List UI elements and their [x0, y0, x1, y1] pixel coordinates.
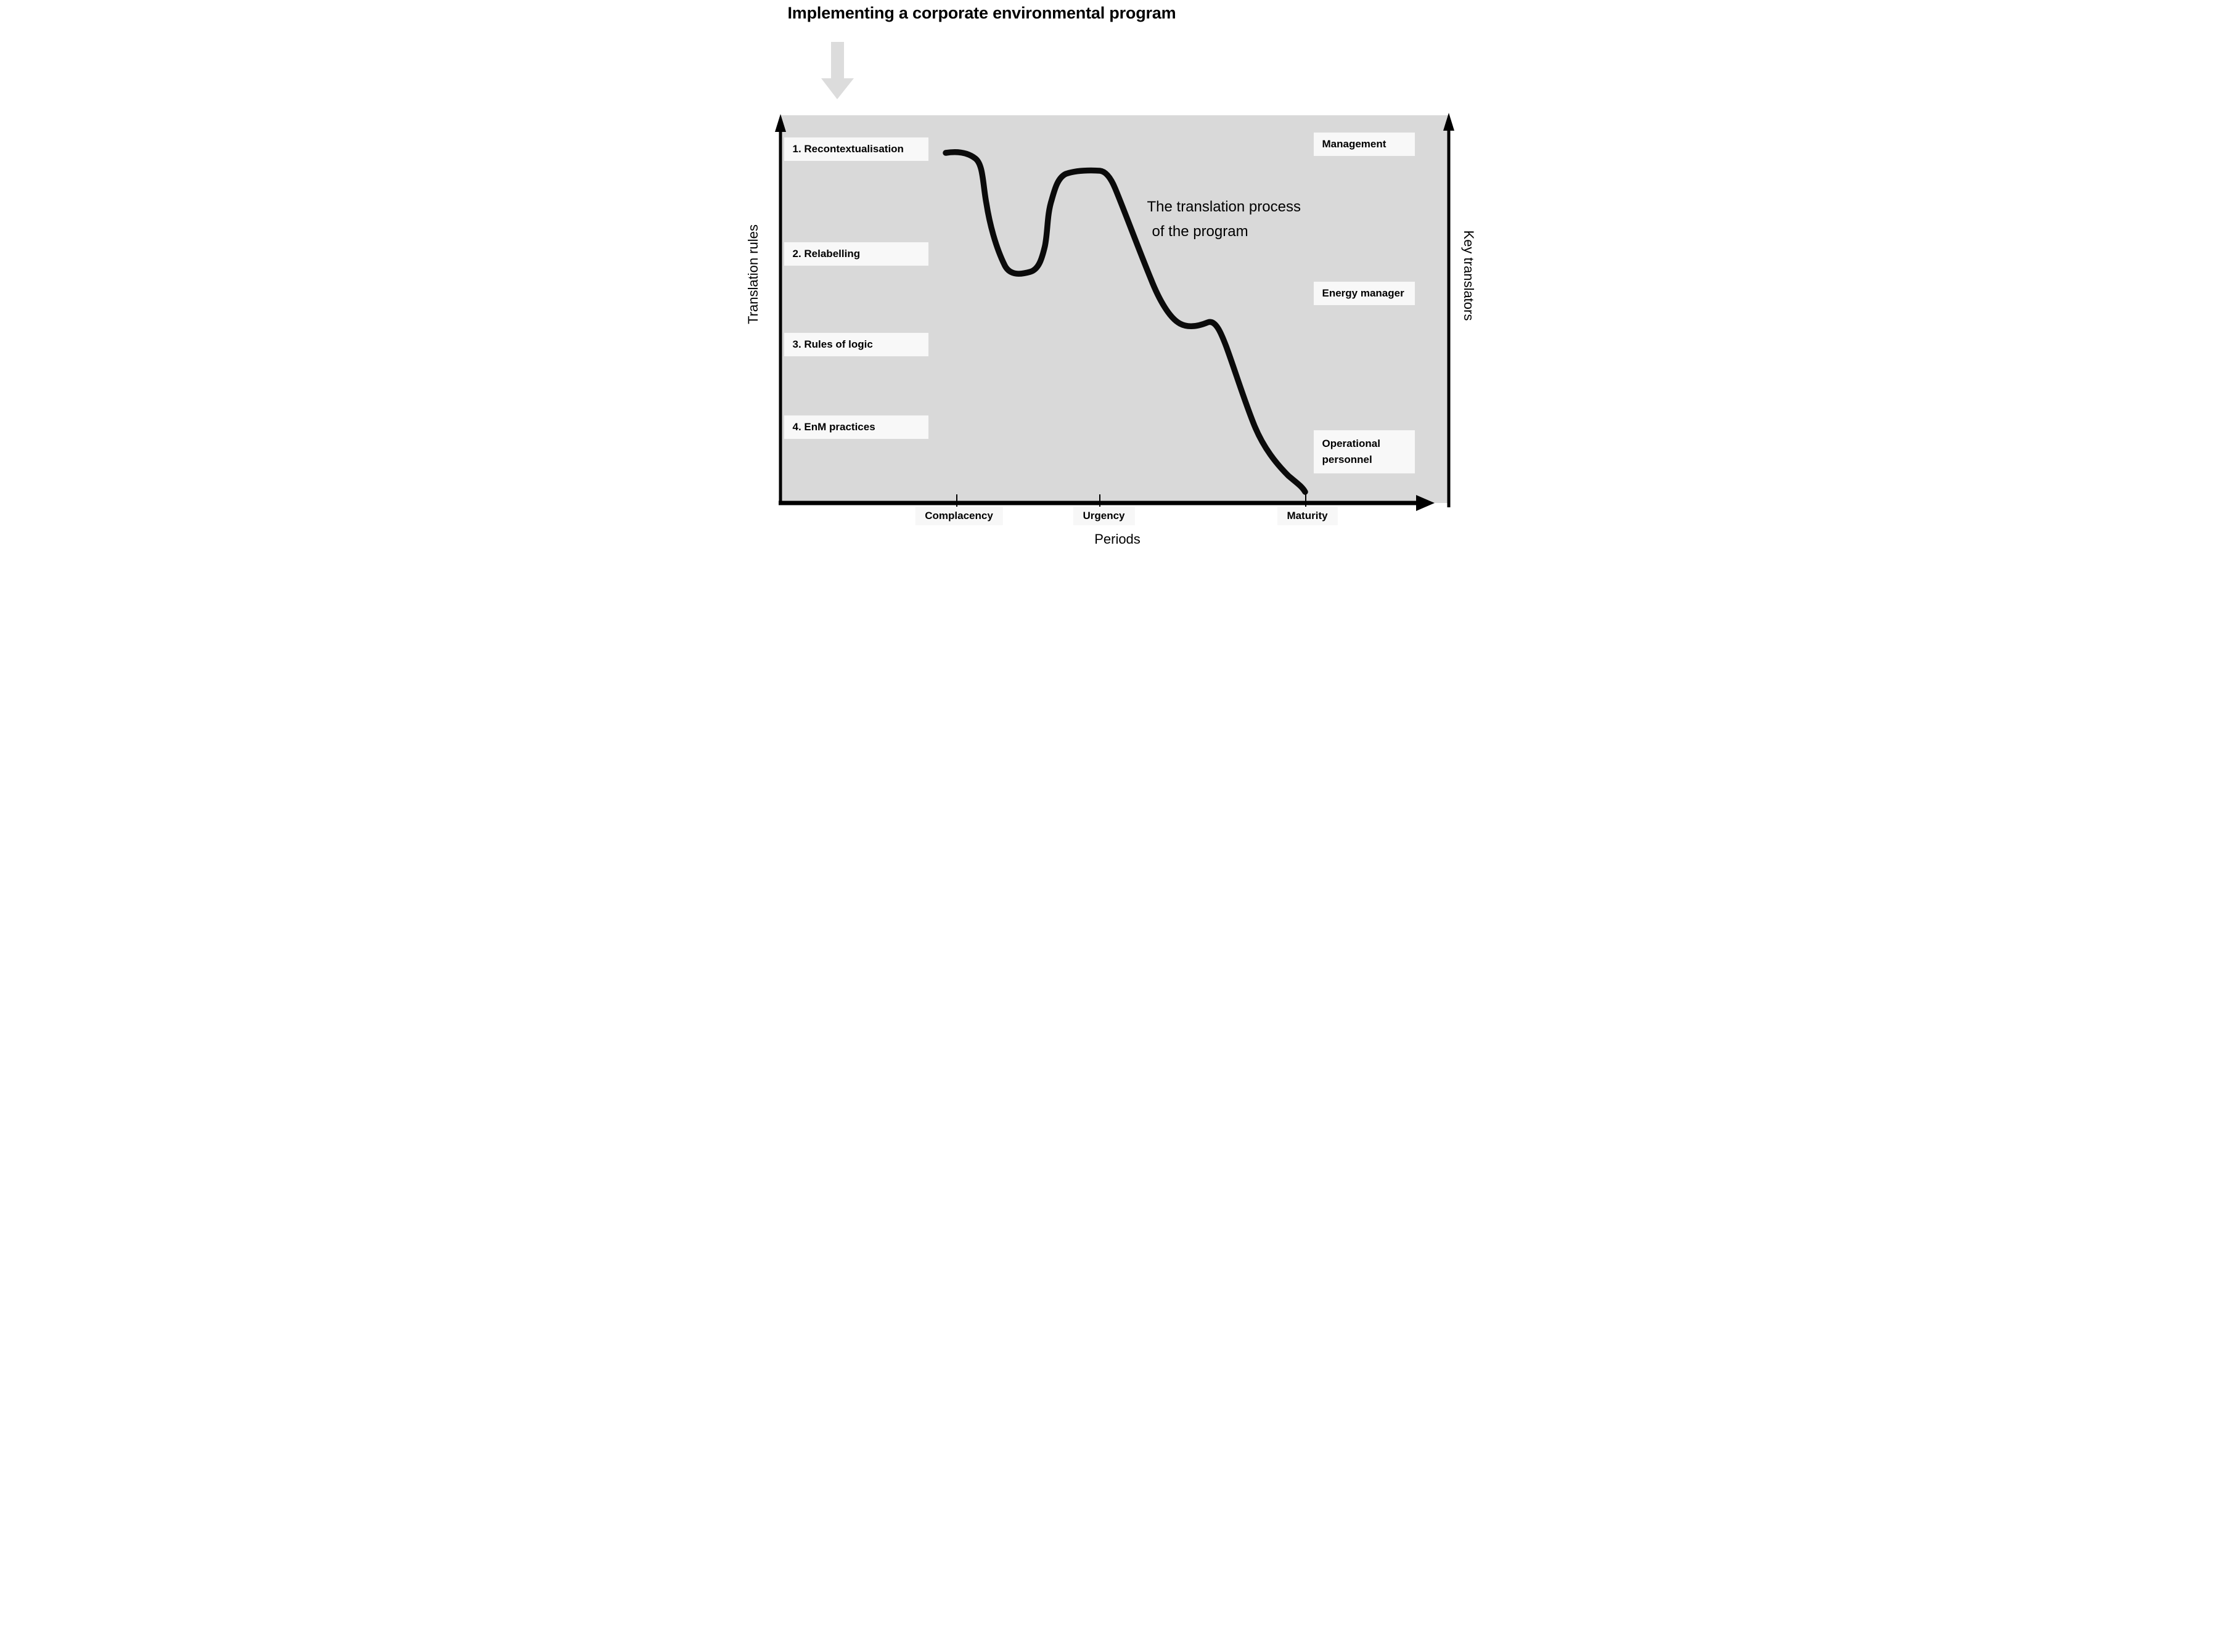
x-axis-arrowhead-icon	[1415, 495, 1435, 511]
rule-label-enm-practices: 4. EnM practices	[784, 415, 928, 439]
down-arrow-icon	[821, 42, 854, 99]
left-axis-title: Translation rules	[745, 224, 761, 324]
period-label-maturity: Maturity	[1277, 507, 1338, 525]
curve-annotation-line2: of the program	[1152, 223, 1248, 240]
period-label-complacency: Complacency	[915, 507, 1003, 525]
translation-process-curve	[942, 149, 1308, 495]
rule-label-relabelling: 2. Relabelling	[784, 242, 928, 266]
left-axis-arrowhead-icon	[774, 114, 786, 132]
period-label-urgency: Urgency	[1073, 507, 1135, 525]
right-axis-arrowhead-icon	[1443, 113, 1454, 131]
curve-annotation: The translation process of the program	[1147, 195, 1301, 244]
x-axis-title: Periods	[1094, 531, 1141, 547]
rule-label-recontextualisation: 1. Recontextualisation	[784, 137, 928, 161]
figure-canvas: Implementing a corporate environmental p…	[740, 0, 1480, 550]
rule-label-rules-of-logic: 3. Rules of logic	[784, 333, 928, 356]
translator-label-management: Management	[1313, 133, 1415, 156]
figure-title: Implementing a corporate environmental p…	[787, 4, 1176, 22]
curve-annotation-line1: The translation process	[1147, 198, 1301, 215]
translator-label-energy-manager: Energy manager	[1313, 282, 1415, 305]
translator-label-operational-personnel: Operational personnel	[1313, 430, 1415, 473]
right-axis-title: Key translators	[1460, 230, 1477, 321]
